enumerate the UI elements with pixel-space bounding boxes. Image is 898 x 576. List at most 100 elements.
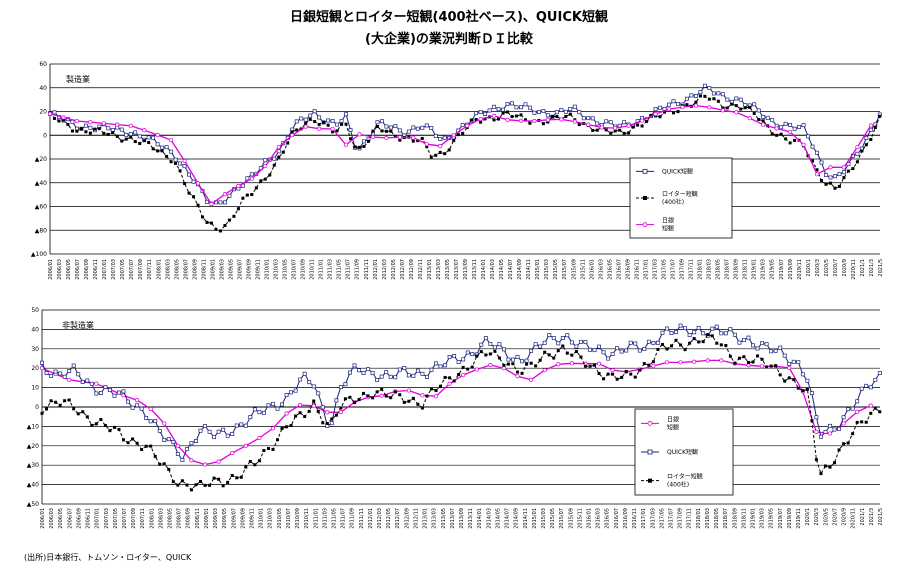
x-tick-label: 2010/01 [259,508,265,529]
data-point-reuters [272,163,276,167]
data-point-quick [788,123,793,127]
data-point-reuters [484,353,488,357]
data-point-quick [460,123,465,128]
data-point-quick [338,385,343,390]
x-tick-label: 2017/11 [689,259,695,280]
x-tick-label: 2013/07 [454,259,460,280]
data-point-quick [316,391,321,396]
data-point-reuters [375,390,379,394]
data-point-reuters [295,128,299,132]
legend-label: ロイター短観 [667,473,703,481]
data-point-boj [841,421,846,426]
data-point-reuters [638,368,642,372]
data-point-quick [263,158,268,163]
x-tick-label: 2008/11 [201,259,207,280]
data-point-quick [586,116,591,121]
data-point-quick [343,382,348,387]
x-tick-label: 2012/09 [409,259,415,280]
data-point-quick [608,120,613,125]
data-point-reuters [624,369,628,373]
data-point-quick [805,378,810,383]
x-tick-label: 2006/11 [86,508,92,529]
x-tick-label: 2018/03 [705,508,711,529]
data-point-reuters [860,420,864,424]
data-point-quick [429,126,434,130]
data-point-boj [529,377,534,382]
data-point-quick [633,341,638,346]
data-point-reuters [452,138,456,142]
y-tick-label: 10 [31,385,39,392]
data-point-reuters [550,115,554,119]
x-tick-label: 2017/05 [659,508,665,529]
data-point-quick [239,422,244,427]
x-tick-label: 2009/05 [228,259,234,280]
data-point-reuters [824,182,828,186]
data-point-quick [148,419,153,424]
x-tick-label: 2009/07 [237,259,243,280]
legend-marker [642,168,648,174]
data-point-reuters [362,144,366,148]
data-point-reuters [746,360,750,364]
data-point-reuters [833,186,837,190]
data-point-reuters [244,465,248,469]
data-point-boj [243,443,248,448]
data-point-quick [106,126,111,131]
data-point-quick [719,331,724,336]
data-point-reuters [784,137,788,141]
data-point-reuters [317,122,321,126]
series-line-boj [49,104,872,206]
x-tick-label: 2012/05 [391,259,397,280]
data-point-reuters [398,138,402,142]
data-point-reuters [534,364,538,368]
data-point-boj [397,135,402,140]
data-point-quick [160,145,165,150]
data-point-quick [592,348,597,353]
data-point-reuters [707,97,711,101]
data-point-quick [442,135,447,140]
data-point-quick [556,341,561,346]
data-point-quick [234,423,239,428]
data-point-reuters [651,360,655,364]
data-point-reuters [769,364,773,368]
data-point-quick [742,338,746,343]
data-point-boj [868,123,873,128]
data-point-quick [397,128,402,133]
y-tick-label: 40 [39,85,47,92]
data-point-quick [538,344,543,349]
data-point-reuters [511,362,515,366]
x-tick-label: 2008/03 [165,259,171,280]
data-point-boj [586,122,591,127]
data-point-reuters [322,120,326,124]
x-tick-label: 2020/7 [832,508,838,526]
data-point-reuters [497,356,501,360]
data-point-reuters [706,333,710,337]
data-point-reuters [461,365,465,369]
data-point-quick [541,109,546,113]
data-point-reuters [131,437,135,441]
data-point-quick [542,340,547,345]
x-tick-label: 2017/01 [641,508,647,529]
data-point-quick [756,108,761,113]
data-point-reuters [629,372,633,376]
data-point-boj [257,435,262,441]
x-tick-label: 2018/07 [723,508,729,529]
data-point-quick [515,354,520,359]
data-point-quick [76,372,81,377]
data-point-boj [420,393,425,398]
data-point-reuters [142,139,146,143]
data-point-quick [366,367,371,372]
data-point-quick [357,368,361,373]
x-tick-label: 2015/01 [532,508,538,529]
data-point-quick [815,150,819,155]
x-tick-label: 2016/05 [607,259,613,280]
data-point-quick [841,170,846,175]
data-point-reuters [144,444,148,448]
data-point-boj [142,128,147,133]
data-point-reuters [692,337,696,341]
data-point-boj [720,108,725,113]
data-point-boj [678,360,683,365]
data-point-reuters [475,354,479,358]
data-point-quick [339,118,344,123]
data-point-reuters [85,415,89,419]
data-point-quick [375,120,380,125]
